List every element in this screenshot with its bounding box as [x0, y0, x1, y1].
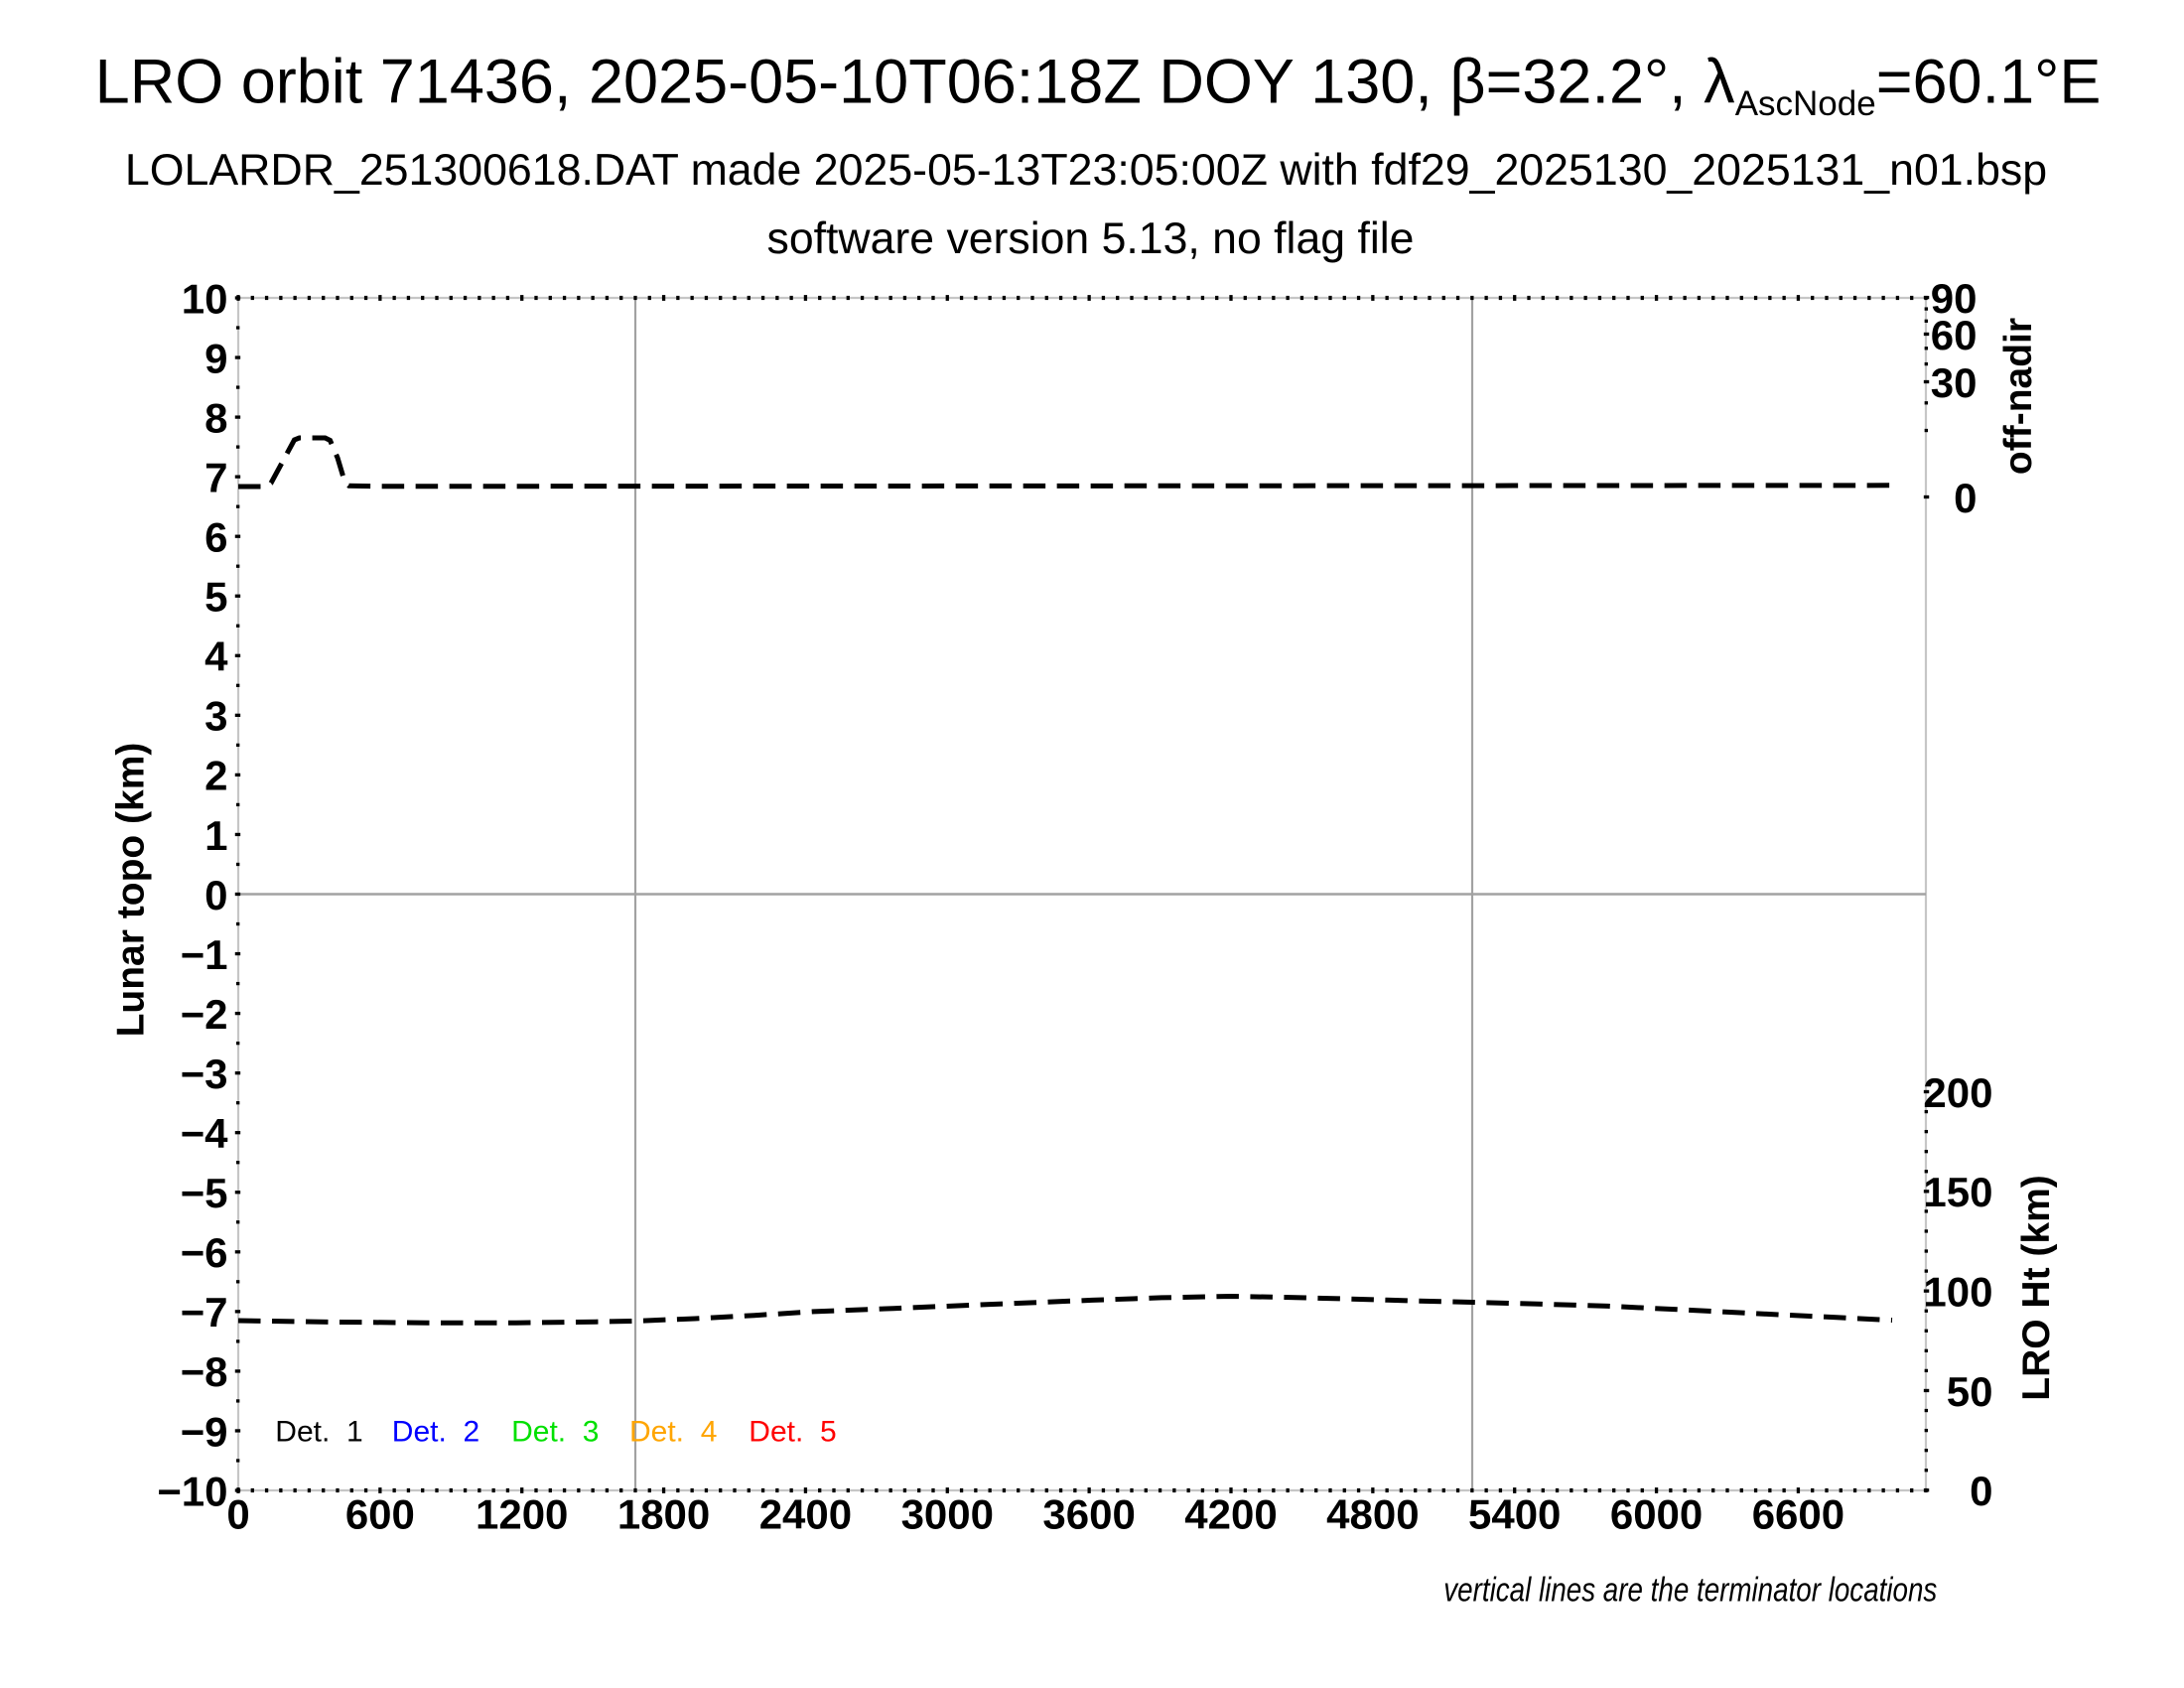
svg-text:−8: −8 — [181, 1348, 228, 1395]
svg-text:10: 10 — [182, 275, 228, 322]
svg-text:100: 100 — [1923, 1268, 1992, 1315]
svg-text:Det. 5: Det. 5 — [749, 1416, 836, 1449]
svg-text:−3: −3 — [181, 1051, 228, 1097]
svg-text:Det. 4: Det. 4 — [629, 1416, 717, 1449]
svg-text:vertical lines are the termina: vertical lines are the terminator locati… — [1443, 1572, 1937, 1610]
svg-text:9: 9 — [205, 335, 227, 381]
svg-text:LOLARDR_251300618.DAT made 202: LOLARDR_251300618.DAT made 2025-05-13T23… — [125, 146, 2047, 195]
svg-text:2: 2 — [205, 753, 227, 799]
svg-text:0: 0 — [226, 1491, 249, 1538]
svg-text:Lunar topo (km): Lunar topo (km) — [110, 743, 153, 1038]
svg-text:8: 8 — [205, 394, 227, 441]
svg-text:4200: 4200 — [1184, 1491, 1277, 1538]
svg-text:−4: −4 — [181, 1110, 229, 1157]
svg-text:4800: 4800 — [1326, 1491, 1419, 1538]
svg-text:600: 600 — [345, 1491, 415, 1538]
svg-text:0: 0 — [1970, 1468, 1992, 1514]
svg-text:1: 1 — [205, 812, 227, 859]
svg-text:30: 30 — [1931, 359, 1978, 406]
svg-text:1200: 1200 — [476, 1491, 568, 1538]
svg-text:200: 200 — [1923, 1069, 1992, 1116]
svg-text:3600: 3600 — [1042, 1491, 1135, 1538]
svg-text:2400: 2400 — [759, 1491, 852, 1538]
svg-text:5: 5 — [205, 574, 227, 621]
svg-text:6: 6 — [205, 514, 227, 561]
svg-text:5400: 5400 — [1468, 1491, 1561, 1538]
svg-text:Det. 3: Det. 3 — [511, 1416, 599, 1449]
svg-text:Det. 2: Det. 2 — [392, 1416, 479, 1449]
svg-text:off-nadir: off-nadir — [1997, 318, 2040, 475]
svg-text:150: 150 — [1923, 1169, 1992, 1215]
svg-text:1800: 1800 — [617, 1491, 710, 1538]
svg-text:3: 3 — [205, 693, 227, 740]
svg-text:3000: 3000 — [901, 1491, 994, 1538]
svg-text:−7: −7 — [181, 1289, 228, 1336]
svg-text:−9: −9 — [181, 1408, 228, 1455]
svg-text:software version 5.13, no flag: software version 5.13, no flag file — [767, 214, 1415, 263]
svg-text:−2: −2 — [181, 991, 228, 1038]
svg-text:4: 4 — [205, 633, 228, 680]
svg-text:50: 50 — [1947, 1368, 1993, 1415]
svg-text:LRO Ht (km): LRO Ht (km) — [2015, 1175, 2058, 1401]
svg-text:−6: −6 — [181, 1229, 228, 1276]
svg-text:6600: 6600 — [1752, 1491, 1844, 1538]
svg-text:90: 90 — [1931, 275, 1978, 322]
svg-text:0: 0 — [1954, 475, 1977, 521]
svg-text:−10: −10 — [157, 1468, 227, 1514]
svg-text:−1: −1 — [181, 931, 228, 978]
svg-text:0: 0 — [205, 872, 227, 918]
svg-text:Det. 1: Det. 1 — [275, 1416, 362, 1449]
svg-text:7: 7 — [205, 454, 227, 500]
svg-text:6000: 6000 — [1610, 1491, 1703, 1538]
svg-text:−5: −5 — [181, 1170, 228, 1216]
svg-text:60: 60 — [1931, 312, 1978, 358]
